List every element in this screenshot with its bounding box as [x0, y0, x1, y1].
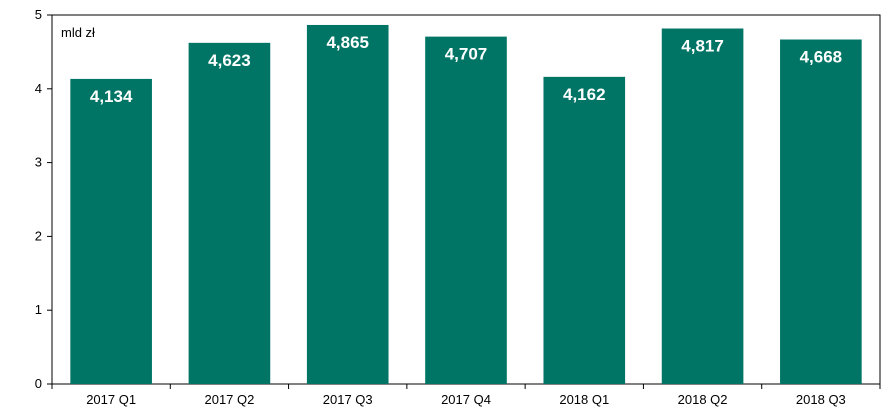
data-label: 4,134 — [90, 87, 133, 106]
data-labels: 4,134 4,623 4,865 4,707 4,162 4,817 4,668 — [90, 33, 842, 106]
data-label: 4,865 — [326, 33, 369, 52]
x-tick-label: 2017 Q1 — [86, 392, 136, 407]
x-axis: 2017 Q1 2017 Q2 2017 Q3 2017 Q4 2018 Q1 2018 … — [51, 384, 881, 407]
bars — [70, 24, 862, 385]
y-tick-label: 5 — [35, 7, 42, 22]
y-axis: 0 1 2 3 4 5 — [35, 7, 52, 391]
y-tick-label: 2 — [35, 228, 42, 243]
y-tick-label: 1 — [35, 302, 42, 317]
bar — [306, 24, 389, 384]
bar — [188, 42, 271, 384]
bar — [70, 78, 152, 384]
data-label: 4,707 — [445, 45, 488, 64]
bar — [661, 28, 744, 384]
bar — [543, 76, 626, 385]
data-label: 4,668 — [800, 48, 843, 67]
x-tick-label: 2017 Q2 — [204, 392, 254, 407]
bar — [425, 36, 507, 384]
data-label: 4,162 — [563, 85, 606, 104]
x-tick-label: 2018 Q1 — [559, 392, 609, 407]
y-tick-label: 4 — [35, 81, 42, 96]
bar — [780, 39, 862, 385]
unit-label: mld zł — [61, 25, 95, 40]
x-tick-label: 2017 Q4 — [441, 392, 491, 407]
x-tick-label: 2017 Q3 — [323, 392, 373, 407]
y-tick-label: 3 — [35, 155, 42, 170]
data-label: 4,817 — [681, 37, 724, 56]
y-tick-label: 0 — [35, 376, 42, 391]
data-label: 4,623 — [208, 51, 251, 70]
x-tick-label: 2018 Q3 — [796, 392, 846, 407]
x-tick-label: 2018 Q2 — [678, 392, 728, 407]
